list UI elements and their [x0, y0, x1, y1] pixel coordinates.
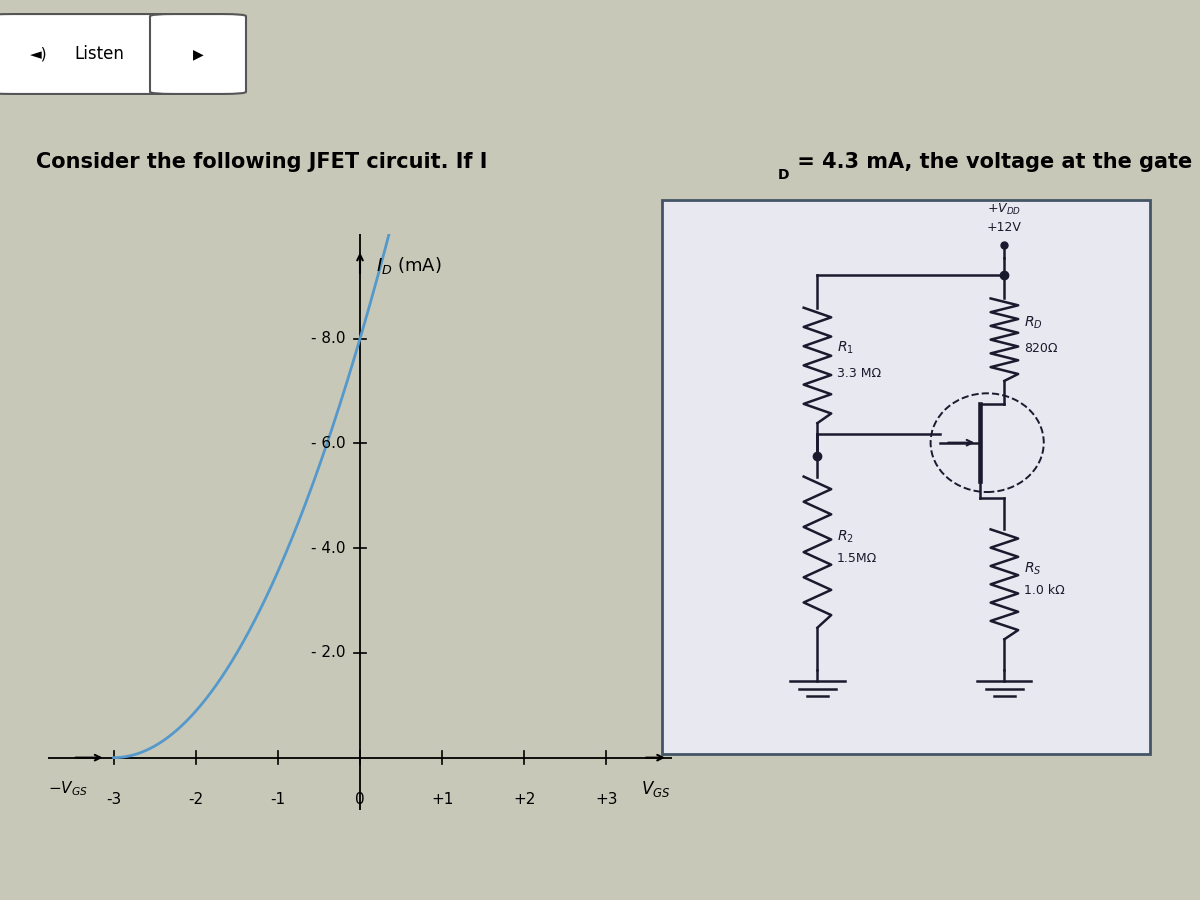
Text: -1: -1	[270, 792, 286, 806]
Text: $R_2$: $R_2$	[838, 529, 854, 545]
Text: ◄): ◄)	[30, 47, 48, 61]
Text: Consider the following JFET circuit. If I: Consider the following JFET circuit. If …	[36, 152, 487, 172]
Text: 0: 0	[355, 792, 365, 806]
Text: +3: +3	[595, 792, 618, 806]
Text: = 4.3 mA, the voltage at the gate is:: = 4.3 mA, the voltage at the gate is:	[790, 152, 1200, 172]
Text: Listen: Listen	[74, 45, 125, 63]
FancyBboxPatch shape	[0, 14, 192, 94]
Text: ▶: ▶	[193, 47, 203, 61]
Text: - 2.0: - 2.0	[311, 645, 346, 661]
Text: $I_D$ (mA): $I_D$ (mA)	[377, 255, 442, 276]
Text: +12V: +12V	[986, 221, 1022, 235]
Text: +1: +1	[431, 792, 454, 806]
Text: - 4.0: - 4.0	[311, 541, 346, 555]
Text: - 8.0: - 8.0	[311, 331, 346, 346]
Text: $+V_{DD}$: $+V_{DD}$	[988, 202, 1021, 217]
Text: D: D	[778, 168, 790, 182]
Text: $R_D$: $R_D$	[1024, 314, 1043, 330]
Text: - 6.0: - 6.0	[311, 436, 346, 451]
Text: +2: +2	[514, 792, 535, 806]
Text: $V_{GS}$: $V_{GS}$	[641, 779, 671, 799]
Text: 3.3 MΩ: 3.3 MΩ	[838, 367, 881, 381]
Text: 1.5MΩ: 1.5MΩ	[838, 552, 877, 565]
Text: 820Ω: 820Ω	[1024, 342, 1057, 355]
Text: $R_1$: $R_1$	[838, 340, 854, 356]
Text: 1.0 kΩ: 1.0 kΩ	[1024, 584, 1064, 598]
Text: $R_S$: $R_S$	[1024, 561, 1042, 578]
FancyBboxPatch shape	[150, 14, 246, 94]
Text: $-V_{GS}$: $-V_{GS}$	[48, 779, 88, 798]
Text: -2: -2	[188, 792, 203, 806]
Text: -3: -3	[106, 792, 121, 806]
